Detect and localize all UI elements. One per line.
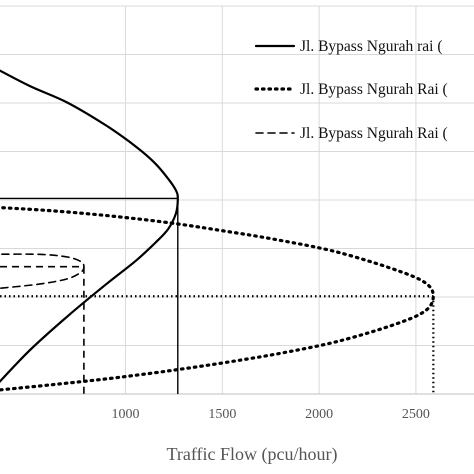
legend-item-1: Jl. Bypass Ngurah rai ( bbox=[254, 38, 443, 55]
legend-item-2: Jl. Bypass Ngurah Rai ( bbox=[254, 81, 448, 98]
legend-label-2: Jl. Bypass Ngurah Rai ( bbox=[300, 81, 448, 98]
x-tick-label: 2500 bbox=[402, 407, 430, 422]
x-axis-label: Traffic Flow (pcu/hour) bbox=[167, 444, 338, 465]
legend: Jl. Bypass Ngurah rai ( Jl. Bypass Ngurah… bbox=[254, 38, 448, 142]
legend-label-1: Jl. Bypass Ngurah rai ( bbox=[300, 38, 443, 55]
series-1-curve bbox=[0, 69, 179, 383]
series-1 bbox=[0, 69, 179, 394]
legend-label-3: Jl. Bypass Ngurah Rai ( bbox=[300, 125, 448, 142]
x-tick-label: 1000 bbox=[112, 407, 140, 422]
x-tick-label: 2000 bbox=[305, 407, 333, 422]
x-tick-label: 1500 bbox=[208, 407, 236, 422]
x-tick-labels: 1000 1500 2000 2500 bbox=[112, 407, 430, 422]
series-3-curve bbox=[0, 253, 85, 290]
series-2 bbox=[0, 205, 435, 394]
legend-item-3: Jl. Bypass Ngurah Rai ( bbox=[255, 125, 448, 142]
series-layer bbox=[0, 69, 435, 394]
series-3 bbox=[0, 253, 85, 394]
